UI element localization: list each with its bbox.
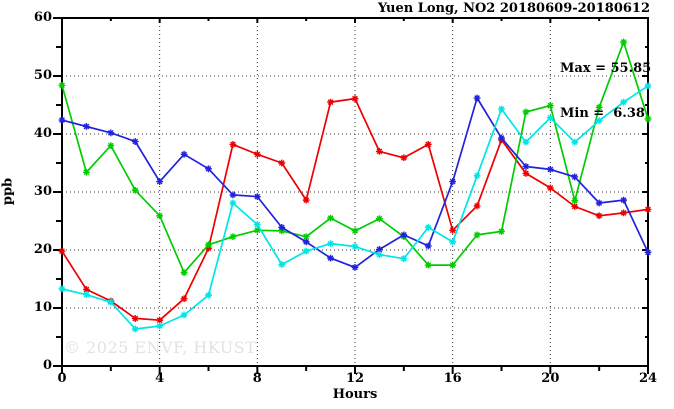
y-tick-label: 40	[33, 126, 52, 141]
watermark: © 2025 ENVF, HKUST	[64, 338, 257, 357]
annotation-max: Max = 55.85	[560, 61, 652, 76]
y-tick-label: 50	[33, 68, 52, 83]
x-tick-label: 8	[252, 371, 262, 386]
series-cyan-markers	[58, 82, 652, 333]
series-green-markers	[58, 38, 652, 277]
x-tick-label: 0	[57, 371, 67, 386]
series-blue-markers	[58, 94, 652, 271]
y-tick-label: 0	[42, 358, 52, 373]
y-tick-label: 10	[33, 300, 52, 315]
chart-title: Yuen Long, NO2 20180609-20180612	[377, 1, 650, 16]
annotation-min: Min = 6.38	[560, 106, 645, 121]
y-tick-label: 20	[33, 242, 52, 257]
y-tick-label: 60	[33, 10, 52, 25]
y-tick-label: 30	[33, 184, 52, 199]
x-tick-label: 24	[638, 371, 658, 386]
x-axis-label: Hours	[332, 387, 378, 402]
x-tick-label: 4	[155, 371, 165, 386]
max-min-annotation: Max = 55.85 Min = 6.38	[560, 31, 651, 151]
x-tick-label: 12	[345, 371, 365, 386]
x-tick-label: 20	[541, 371, 560, 386]
x-tick-label: 16	[443, 371, 462, 386]
